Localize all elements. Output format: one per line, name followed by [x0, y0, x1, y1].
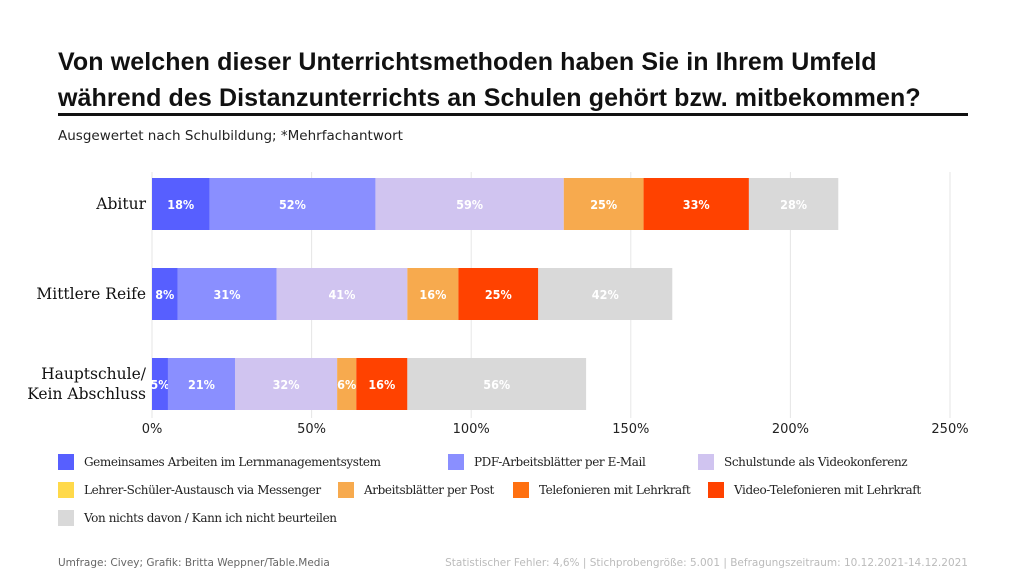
title-line-1: Von welchen dieser Unterrichtsmethoden h… [58, 48, 877, 76]
data-label: 6% [337, 377, 356, 392]
legend-label: Von nichts davon / Kann ich nicht beurte… [84, 511, 337, 525]
legend-item: Schulstunde als Videokonferenz [698, 454, 908, 470]
legend-swatch [513, 482, 529, 498]
x-tick-label: 50% [297, 422, 326, 437]
x-tick-label: 0% [142, 422, 163, 437]
title-line-2: während des Distanzunterrichts an Schule… [58, 84, 921, 112]
chart-title: Von welchen dieser Unterrichtsmethoden h… [58, 44, 921, 116]
legend-swatch [338, 482, 354, 498]
bar-segment [337, 358, 357, 410]
legend-swatch [58, 482, 74, 498]
data-label: 8% [155, 287, 174, 302]
data-label: 41% [328, 287, 355, 302]
legend-label: PDF-Arbeitsblätter per E-Mail [474, 455, 646, 469]
legend-item: Video-Telefonieren mit Lehrkraft [708, 482, 921, 498]
legend-item: Von nichts davon / Kann ich nicht beurte… [58, 510, 337, 526]
data-label: 25% [590, 197, 617, 212]
legend-swatch [708, 482, 724, 498]
bar-segment [643, 178, 749, 230]
legend-swatch [448, 454, 464, 470]
data-label: 52% [279, 197, 306, 212]
data-label: 32% [273, 377, 300, 392]
data-label: 18% [167, 197, 194, 212]
source-note: Umfrage: Civey; Grafik: Britta Weppner/T… [58, 557, 330, 569]
data-label: 16% [368, 377, 395, 392]
data-label: 56% [483, 377, 510, 392]
legend-swatch [58, 454, 74, 470]
bar-chart: 0% 50% 100% 150% 200% 250% Abitur 18% 52% 59% 25% 3… [27, 172, 969, 437]
legend-label: Gemeinsames Arbeiten im Lernmanagementsy… [84, 455, 381, 469]
legend-label: Schulstunde als Videokonferenz [724, 455, 908, 469]
data-label: 28% [780, 197, 807, 212]
x-tick-label: 150% [612, 422, 649, 437]
data-label: 59% [456, 197, 483, 212]
category-label: Abitur [95, 195, 146, 213]
bar-segment [538, 268, 673, 320]
legend-item: PDF-Arbeitsblätter per E-Mail [448, 454, 646, 470]
bar-segment [458, 268, 539, 320]
bar-segment [356, 358, 408, 410]
category-label: Kein Abschluss [27, 385, 146, 403]
bar-segment [234, 358, 338, 410]
data-label: 16% [419, 287, 446, 302]
bar-segment [177, 268, 277, 320]
bar-segment [748, 178, 839, 230]
data-label: 25% [485, 287, 512, 302]
methodology-note: Statistischer Fehler: 4,6% | Stichproben… [445, 557, 968, 569]
data-label: 5% [150, 377, 169, 392]
bar-segment [152, 268, 178, 320]
legend-swatch [698, 454, 714, 470]
legend-label: Arbeitsblätter per Post [364, 483, 494, 497]
category-label: Hauptschule/ [41, 365, 147, 383]
legend-item: Telefonieren mit Lehrkraft [513, 482, 691, 498]
data-label: 31% [214, 287, 241, 302]
bar-segment [276, 268, 408, 320]
legend-item: Arbeitsblätter per Post [338, 482, 494, 498]
bar-segment [407, 268, 459, 320]
legend-item: Gemeinsames Arbeiten im Lernmanagementsy… [58, 454, 381, 470]
data-label: 21% [188, 377, 215, 392]
bar-segment [167, 358, 235, 410]
data-label: 42% [592, 287, 619, 302]
chart-subtitle: Ausgewertet nach Schulbildung; *Mehrfach… [58, 128, 403, 144]
data-label: 33% [683, 197, 710, 212]
title-underline [58, 113, 968, 116]
x-tick-label: 200% [772, 422, 809, 437]
bar-segment [152, 358, 168, 410]
bar-segment [563, 178, 644, 230]
x-tick-label: 250% [931, 422, 968, 437]
x-tick-label: 100% [453, 422, 490, 437]
legend-swatch [58, 510, 74, 526]
category-label: Mittlere Reife [36, 285, 146, 303]
legend-label: Video-Telefonieren mit Lehrkraft [734, 483, 921, 497]
legend-item: Lehrer-Schüler-Austausch via Messenger [58, 482, 321, 498]
legend-label: Telefonieren mit Lehrkraft [539, 483, 691, 497]
bar-segment [152, 178, 210, 230]
bar-segment [375, 178, 564, 230]
bar-segment [209, 178, 376, 230]
bar-segment [407, 358, 587, 410]
legend-label: Lehrer-Schüler-Austausch via Messenger [84, 483, 321, 497]
